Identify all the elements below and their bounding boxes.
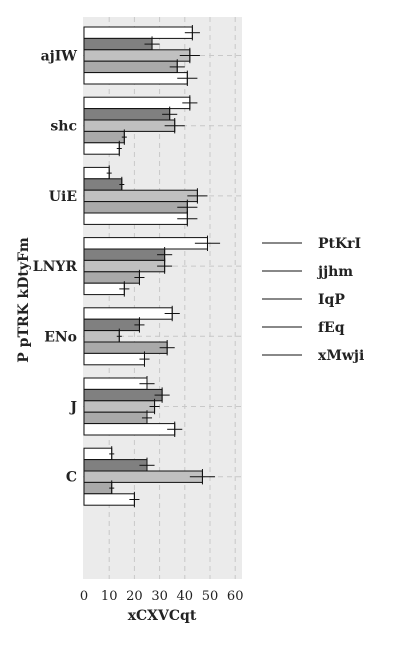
legend: PtKrI jjhm IqP fEq xMwji [262, 236, 364, 364]
x-tick-label: 20 [126, 589, 143, 604]
bar [83, 119, 176, 132]
bar [83, 459, 148, 472]
bar [83, 96, 191, 110]
y-category-label: UiE [49, 189, 77, 205]
x-tick-label: 40 [177, 589, 194, 604]
bar [83, 26, 193, 39]
y-category-label: shc [50, 119, 77, 135]
x-axis-title: xCXVCqt [128, 608, 197, 624]
bar-series [83, 25, 221, 508]
y-axis-title: P pTRK kDtyFm [16, 237, 32, 363]
bar [83, 493, 135, 506]
y-category-label: LNYR [33, 259, 78, 275]
y-category-label: J [68, 400, 77, 416]
bar [83, 330, 120, 343]
bar [83, 341, 168, 354]
x-tick-label: 50 [202, 589, 219, 604]
bar [83, 212, 188, 225]
bar [83, 178, 123, 191]
bar [83, 318, 140, 332]
bar [83, 201, 188, 214]
bar [83, 307, 173, 320]
legend-label: xMwji [318, 348, 364, 364]
bar [83, 237, 208, 250]
bar [83, 72, 188, 85]
x-tick-label: 60 [227, 589, 244, 604]
bar [83, 411, 148, 425]
legend-label: fEq [318, 320, 345, 336]
bar [83, 60, 178, 74]
bar [83, 352, 145, 366]
bar [83, 189, 198, 203]
bar [83, 142, 120, 155]
bar [83, 248, 166, 261]
x-tick-label: 30 [151, 589, 168, 604]
legend-label: IqP [318, 292, 345, 308]
bar [83, 388, 163, 402]
bar [83, 447, 113, 461]
bar [83, 108, 171, 121]
y-axis: ajIW shc UiE LNYR ENo J C [33, 49, 78, 486]
bar [83, 49, 191, 62]
bar [83, 37, 153, 51]
bar [83, 377, 148, 390]
bar [83, 166, 110, 180]
bar [83, 481, 113, 495]
x-axis: 0 10 20 30 40 50 60 [80, 589, 244, 604]
bar [83, 470, 203, 483]
bar [83, 259, 166, 273]
bar [83, 130, 125, 144]
bar [83, 271, 140, 284]
y-category-label: C [66, 470, 77, 486]
x-tick-label: 10 [101, 589, 118, 604]
y-category-label: ajIW [41, 49, 78, 65]
bar [83, 423, 176, 436]
legend-label: PtKrI [318, 236, 361, 252]
legend-label: jjhm [316, 264, 353, 280]
bar [83, 282, 125, 296]
y-category-label: ENo [44, 329, 77, 345]
x-tick-label: 0 [80, 589, 88, 604]
bar [83, 400, 156, 413]
